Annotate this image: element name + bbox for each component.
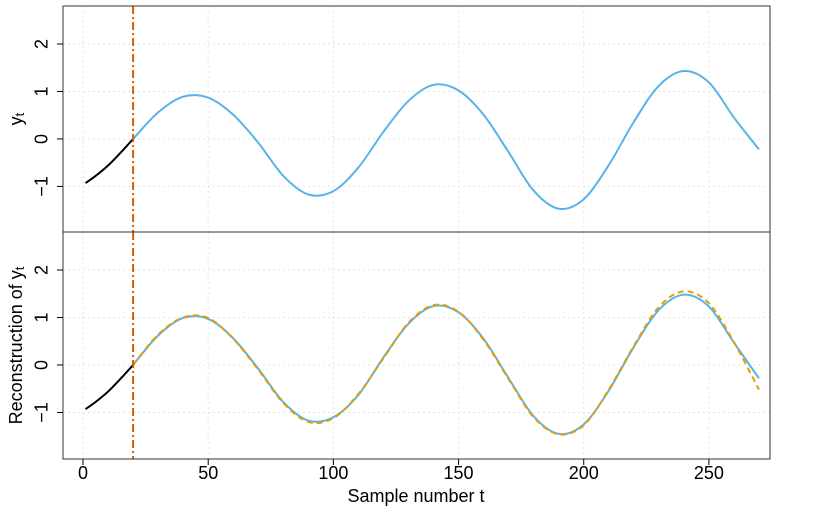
data-line: [132, 70, 760, 211]
data-line: [132, 290, 760, 436]
x-tick-label: 100: [318, 463, 348, 483]
y-axis-title-sub: t: [12, 266, 27, 270]
x-tick-label: 250: [694, 463, 724, 483]
y-tick-label: 2: [32, 39, 52, 49]
x-tick-label: 0: [78, 463, 88, 483]
x-tick-label: 50: [198, 463, 218, 483]
y-axis-title: Reconstruction of yt: [6, 266, 28, 424]
y-axis-title-main: y: [6, 116, 26, 125]
y-tick-label: 0: [32, 134, 52, 144]
y-tick-label: −1: [32, 176, 52, 197]
y-tick-label: 1: [32, 312, 52, 322]
data-line: [132, 293, 760, 436]
data-line: [84, 364, 134, 410]
x-tick-label: 200: [569, 463, 599, 483]
y-tick-label: 1: [32, 86, 52, 96]
y-tick-label: −1: [32, 402, 52, 423]
panel-frame: [62, 5, 771, 233]
panel: [63, 6, 770, 232]
data-line: [84, 138, 134, 184]
y-axis-title: yt: [6, 112, 28, 125]
y-tick-label: 0: [32, 360, 52, 370]
x-axis-title: Sample number t: [347, 486, 484, 506]
y-axis-title-sub: t: [12, 112, 27, 116]
y-axis-title-main: Reconstruction of y: [6, 270, 26, 424]
panel: [63, 232, 770, 459]
y-tick-label: 2: [32, 265, 52, 275]
panel-frame: [62, 231, 771, 460]
x-tick-label: 150: [444, 463, 474, 483]
